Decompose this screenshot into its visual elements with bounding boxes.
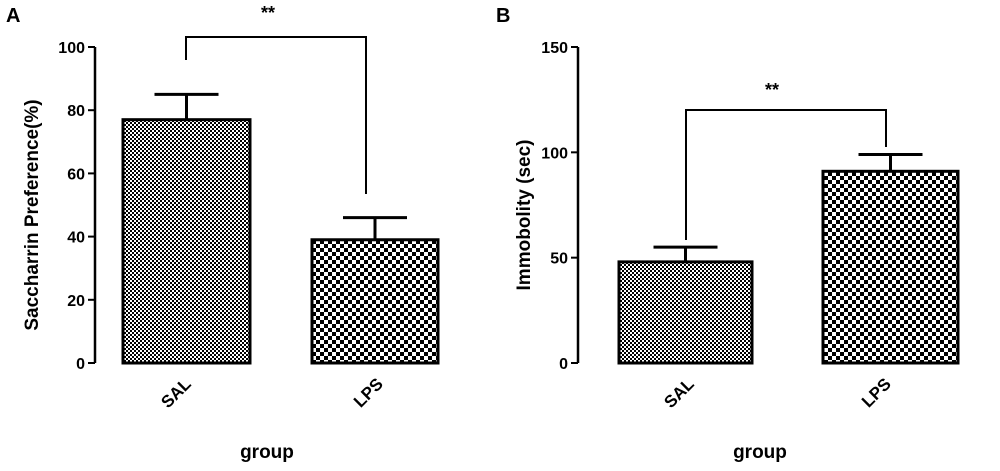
y-tick-label-b: 50: [550, 251, 568, 268]
y-tick-label-a: 80: [67, 103, 85, 120]
category-label-lps-a: LPS: [350, 374, 387, 411]
error-bar-lps-a: [343, 216, 407, 240]
x-axis-title-b: group: [733, 442, 787, 463]
y-tick-label-a: 60: [67, 166, 85, 183]
significance-bracket-a: [185, 36, 367, 194]
y-tick-label-a: 100: [58, 40, 85, 57]
panel-label-a: A: [6, 5, 20, 27]
bar-lps-b: [821, 169, 960, 365]
bar-lps-a: [310, 238, 440, 365]
error-bar-sal-a: [154, 92, 219, 120]
x-axis-title-a: group: [240, 442, 294, 463]
bar-sal-b: [617, 260, 754, 365]
y-tick-label-b: 150: [541, 40, 568, 57]
y-tick-label-a: 40: [67, 230, 85, 247]
significance-label-b: **: [765, 80, 779, 100]
y-tick-label-a: 0: [76, 356, 85, 373]
panel-b: B Immobolity (sec) group ** 0 50 100 150 SAL…: [496, 5, 960, 463]
y-tick-label-a: 20: [67, 293, 85, 310]
panel-label-b: B: [496, 5, 510, 27]
error-bar-lps-b: [858, 152, 923, 172]
y-tick-label-b: 0: [559, 356, 568, 373]
bar-sal-a: [121, 118, 252, 365]
y-axis-title-b: Immobolity (sec): [514, 140, 535, 291]
y-tick-label-b: 100: [541, 145, 568, 162]
category-label-sal-a: SAL: [157, 374, 194, 411]
category-label-lps-b: LPS: [858, 374, 895, 411]
panel-a: A Saccharrin Preference(%) group ** 0 20 4…: [6, 3, 440, 463]
significance-label-a: **: [261, 3, 275, 23]
category-label-sal-b: SAL: [660, 374, 697, 411]
y-axis-title-a: Saccharrin Preference(%): [22, 99, 43, 330]
significance-bracket-b: [685, 109, 887, 240]
error-bar-sal-b: [653, 245, 718, 262]
